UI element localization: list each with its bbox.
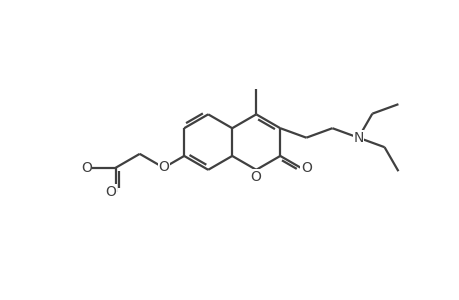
Text: N: N [353, 131, 363, 145]
Text: O: O [81, 161, 92, 175]
Text: O: O [300, 161, 311, 175]
Text: O: O [249, 170, 260, 184]
Text: O: O [105, 185, 116, 199]
Text: O: O [158, 160, 169, 174]
